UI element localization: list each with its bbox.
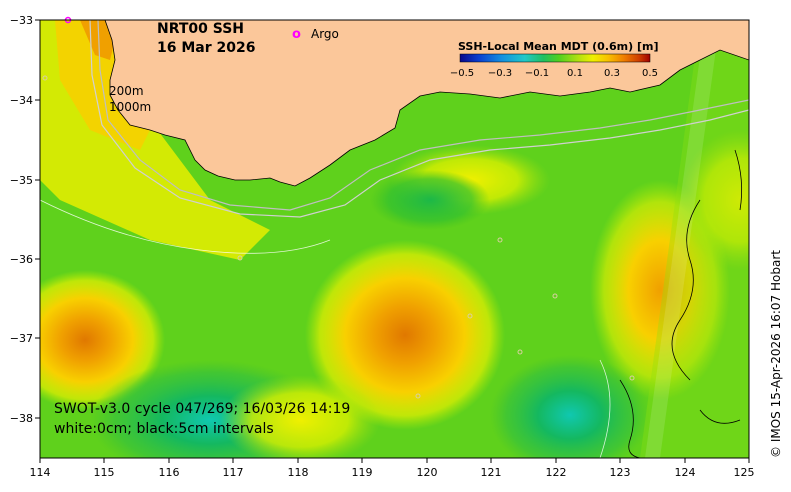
- argo-float: [497, 237, 503, 243]
- argo-float: [415, 393, 421, 399]
- y-tick-label: −36: [10, 253, 33, 266]
- isobath-1000m: [89, 20, 749, 218]
- argo-float: [552, 293, 558, 299]
- y-tick-label: −34: [10, 94, 33, 107]
- x-tick-label: 122: [546, 466, 567, 479]
- y-axis: −33 −34 −35 −36 −37 −38: [10, 14, 40, 425]
- x-tick-label: 123: [610, 466, 631, 479]
- x-tick-label: 124: [675, 466, 696, 479]
- colorbar-tick: 0.5: [642, 68, 658, 79]
- isobath-label-200m: 200m: [109, 84, 144, 98]
- isobath-label-1000m: 1000m: [109, 100, 151, 114]
- x-tick-label: 114: [30, 466, 51, 479]
- x-tick-label: 117: [223, 466, 244, 479]
- colorbar-tick: −0.1: [525, 68, 549, 79]
- contour-caption: white:0cm; black:5cm intervals: [54, 421, 274, 437]
- argo-float: [629, 375, 635, 381]
- y-tick-label: −33: [10, 14, 33, 27]
- x-tick-label: 125: [734, 466, 755, 479]
- colorbar-tick: 0.3: [604, 68, 620, 79]
- map-date: 16 Mar 2026: [157, 40, 255, 56]
- argo-legend-symbol: o: [292, 27, 301, 42]
- colorbar-tick: −0.3: [488, 68, 512, 79]
- x-tick-label: 121: [481, 466, 502, 479]
- colorbar-tick: 0.1: [567, 68, 583, 79]
- argo-float: [237, 255, 243, 261]
- imos-credit: © IMOS 15-Apr-2026 16:07 Hobart: [769, 250, 783, 458]
- ssh-field: [40, 20, 749, 458]
- y-tick-label: −37: [10, 332, 33, 345]
- colorbar-title: SSH-Local Mean MDT (0.6m) [m]: [458, 40, 658, 53]
- colorbar-tick: −0.5: [450, 68, 474, 79]
- y-tick-label: −38: [10, 412, 33, 425]
- argo-float: [42, 75, 48, 81]
- x-tick-label: 120: [417, 466, 438, 479]
- x-tick-label: 115: [94, 466, 115, 479]
- colorbar: SSH-Local Mean MDT (0.6m) [m] −0.5 −0.3 …: [450, 40, 659, 79]
- argo-float: [467, 313, 473, 319]
- swot-caption: SWOT-v3.0 cycle 047/269; 16/03/26 14:19: [54, 401, 350, 417]
- plot-frame: [39, 19, 750, 459]
- colorbar-ramp: [459, 53, 651, 63]
- argo-legend-label: Argo: [311, 27, 339, 41]
- x-tick-label: 118: [288, 466, 309, 479]
- x-axis: 114 115 116 117 118 119 120 121 122 123 …: [30, 458, 755, 479]
- isobath-200m: [97, 20, 749, 211]
- y-tick-label: −35: [10, 174, 33, 187]
- argo-float: [517, 349, 523, 355]
- x-tick-label: 116: [159, 466, 180, 479]
- x-tick-label: 119: [352, 466, 373, 479]
- map-title: NRT00 SSH: [157, 21, 244, 37]
